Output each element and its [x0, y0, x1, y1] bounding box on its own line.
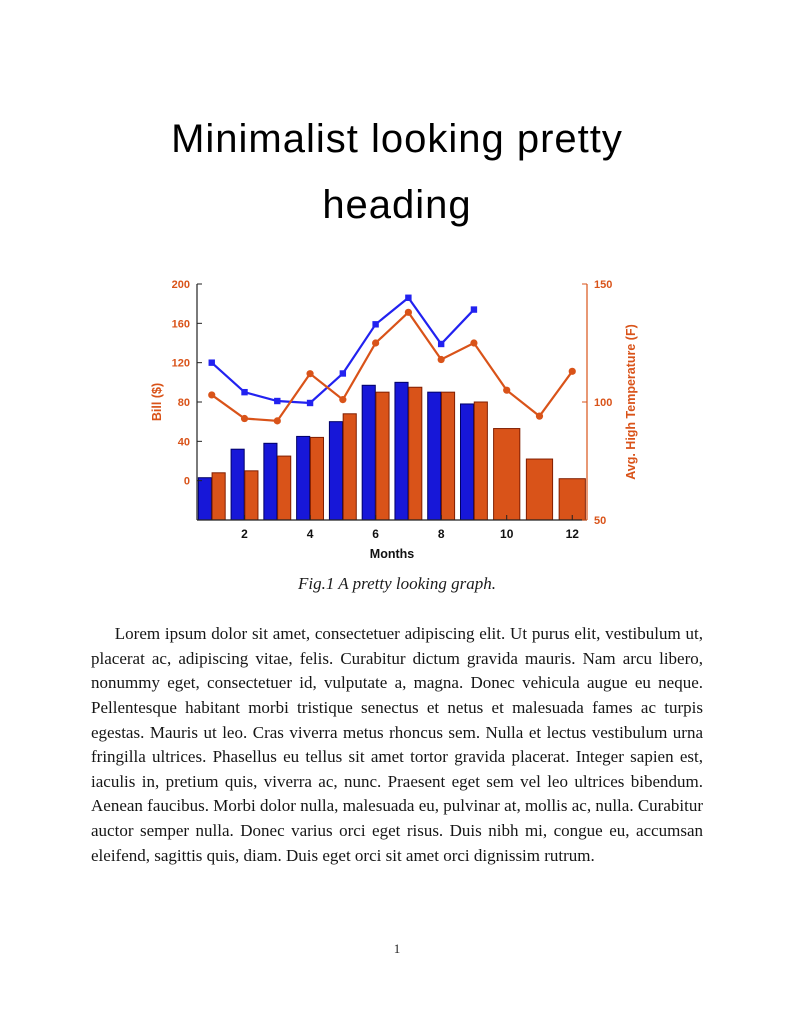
- marker: [208, 391, 216, 399]
- y-axis-left-label: Bill ($): [150, 383, 164, 421]
- x-tick-label: 2: [241, 527, 248, 541]
- marker: [437, 355, 445, 364]
- figure-caption: Fig.1 A pretty looking graph.: [297, 574, 496, 593]
- bar: [342, 413, 357, 521]
- bar: [408, 386, 423, 521]
- marker: [208, 359, 215, 366]
- body-paragraph: Lorem ipsum dolor sit amet, consectetuer…: [91, 624, 703, 865]
- line-series: [211, 310, 574, 423]
- figure: 0 40 80 120 160 200 50 100 150 2 4 6 8 10 12 Bill ($) Av…: [0, 278, 794, 594]
- bar: [361, 384, 376, 521]
- marker: [274, 397, 281, 405]
- bar: [211, 472, 226, 521]
- bar: [230, 448, 245, 521]
- marker: [372, 339, 380, 347]
- y-tick-label-left: 160: [172, 318, 190, 330]
- bar: [473, 401, 488, 521]
- x-tick-label: 4: [307, 527, 314, 541]
- marker: [470, 306, 478, 313]
- marker: [273, 417, 281, 425]
- marker: [241, 388, 248, 396]
- marker: [470, 339, 478, 347]
- x-tick-label: 12: [566, 527, 580, 541]
- y-tick-label-left: 40: [178, 436, 190, 448]
- page-title: Minimalist looking pretty heading: [0, 106, 794, 238]
- marker: [372, 321, 379, 328]
- marker: [404, 308, 412, 316]
- page-title-line2: heading: [322, 183, 472, 227]
- y-tick-label-right: 100: [594, 397, 612, 409]
- bar: [197, 477, 212, 521]
- bar: [493, 428, 521, 521]
- marker: [437, 340, 445, 348]
- marker: [339, 396, 347, 404]
- bar: [277, 455, 292, 521]
- bar: [244, 470, 259, 521]
- x-tick-label: 6: [372, 527, 379, 541]
- x-tick-label: 8: [438, 527, 445, 541]
- bar: [459, 403, 475, 521]
- page-title-line1: Minimalist looking pretty: [171, 117, 623, 161]
- marker: [339, 370, 347, 377]
- y-tick-label-left: 200: [172, 279, 190, 291]
- x-axis-label: Months: [370, 547, 414, 561]
- marker: [240, 414, 249, 423]
- bar: [525, 458, 554, 521]
- bar: [263, 442, 278, 521]
- page-number: 1: [393, 941, 401, 956]
- bar: [328, 421, 344, 521]
- marker: [306, 399, 314, 407]
- y-axis-right-label: Avg. High Temperature (F): [624, 324, 638, 480]
- marker: [535, 412, 544, 420]
- marker: [405, 294, 412, 301]
- bar: [296, 435, 311, 521]
- bar: [394, 381, 409, 521]
- bar: [440, 391, 456, 521]
- marker: [568, 367, 576, 375]
- marker: [306, 370, 314, 378]
- y-tick-label-right: 150: [594, 279, 612, 291]
- bar: [427, 391, 442, 521]
- y-tick-label-left: 120: [172, 358, 190, 370]
- marker: [503, 386, 511, 394]
- bar: [309, 436, 325, 521]
- y-tick-label-left: 0: [184, 476, 190, 488]
- y-tick-label-left: 80: [178, 397, 190, 409]
- chart-canvas: 0 40 80 120 160 200 50 100 150 2 4 6 8 10 12 Bill ($) Av…: [150, 279, 638, 561]
- bar: [558, 478, 586, 521]
- bar: [375, 391, 390, 521]
- x-tick-label: 10: [500, 527, 514, 541]
- y-tick-label-right: 50: [594, 515, 606, 527]
